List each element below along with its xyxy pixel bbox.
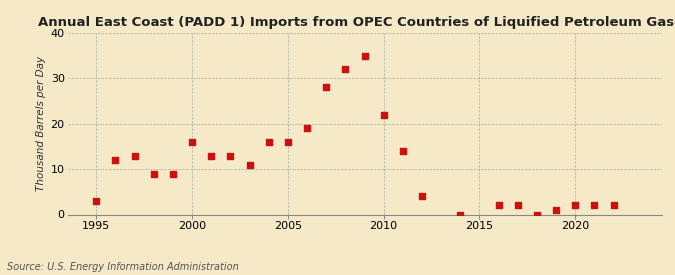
- Point: [282, 140, 293, 144]
- Point: [551, 208, 562, 212]
- Point: [302, 126, 313, 131]
- Point: [206, 153, 217, 158]
- Point: [531, 212, 542, 217]
- Point: [167, 172, 178, 176]
- Point: [148, 172, 159, 176]
- Point: [263, 140, 274, 144]
- Point: [187, 140, 198, 144]
- Y-axis label: Thousand Barrels per Day: Thousand Barrels per Day: [36, 56, 47, 191]
- Point: [455, 212, 466, 217]
- Point: [570, 203, 580, 208]
- Point: [129, 153, 140, 158]
- Text: Source: U.S. Energy Information Administration: Source: U.S. Energy Information Administ…: [7, 262, 238, 272]
- Point: [244, 162, 255, 167]
- Point: [110, 158, 121, 162]
- Point: [225, 153, 236, 158]
- Point: [321, 85, 331, 90]
- Point: [493, 203, 504, 208]
- Point: [416, 194, 427, 199]
- Title: Annual East Coast (PADD 1) Imports from OPEC Countries of Liquified Petroleum Ga: Annual East Coast (PADD 1) Imports from …: [38, 16, 675, 29]
- Point: [91, 199, 102, 203]
- Point: [378, 112, 389, 117]
- Point: [608, 203, 619, 208]
- Point: [359, 53, 370, 58]
- Point: [340, 67, 351, 72]
- Point: [512, 203, 523, 208]
- Point: [589, 203, 600, 208]
- Point: [398, 149, 408, 153]
